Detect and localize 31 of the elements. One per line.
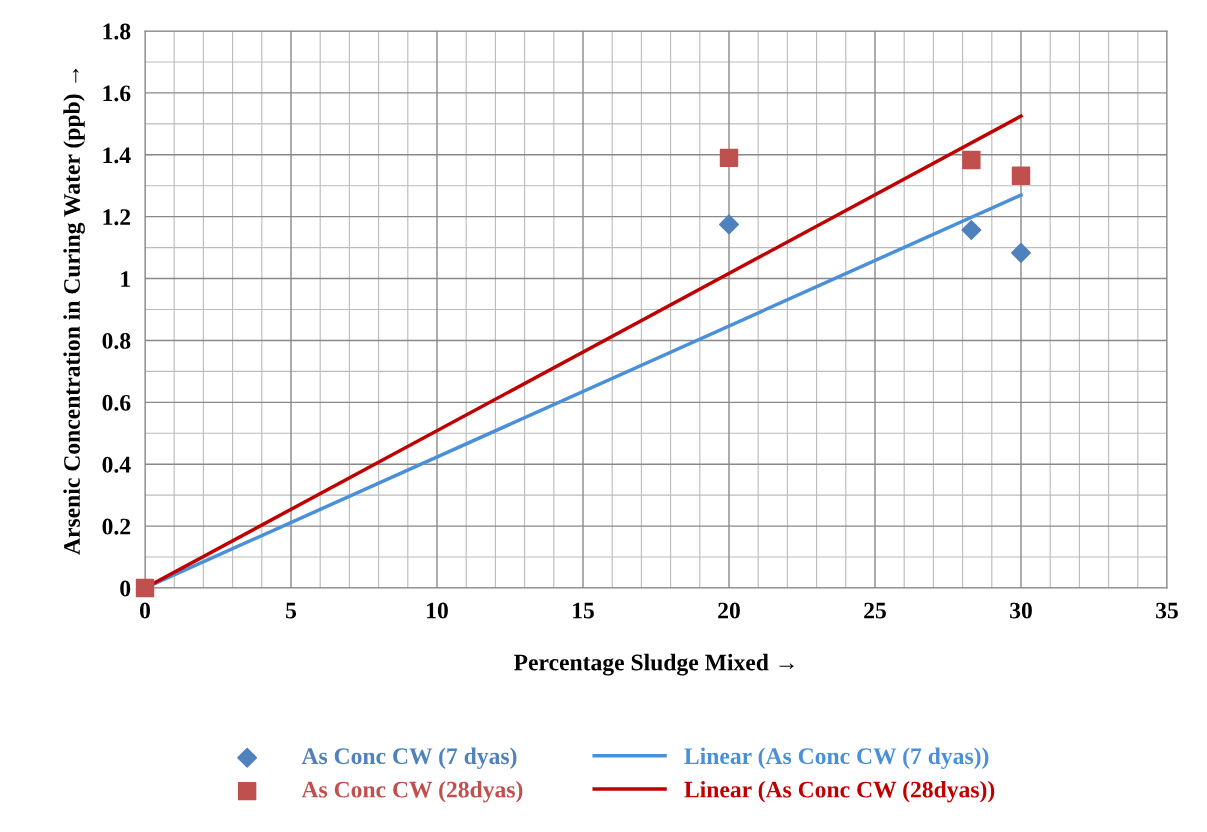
y-axis-title: Arsenic Concentration in Curing Water (ppb) → xyxy=(63,68,85,555)
y-tick-label: 1.8 xyxy=(103,23,131,40)
legend-label: Linear (As Conc CW (28dyas)) xyxy=(684,780,995,803)
y-tick-label: 0 xyxy=(120,580,131,597)
x-axis-title: Percentage Sludge Mixed → xyxy=(513,653,794,676)
x-tick-label: 0 xyxy=(140,602,150,619)
point xyxy=(718,214,740,235)
point xyxy=(719,148,739,168)
y-tick-label: 1.4 xyxy=(103,147,131,164)
x-tick-label: 15 xyxy=(573,602,594,619)
x-tick-label: 20 xyxy=(718,602,740,619)
y-tick-label: 0.4 xyxy=(102,456,131,473)
point xyxy=(1010,242,1032,263)
y-tick-label: 1.2 xyxy=(103,209,131,226)
point xyxy=(962,150,981,170)
x-tick-label: 10 xyxy=(427,602,448,619)
legend-label: As Conc CW (28dyas) xyxy=(301,780,523,803)
point xyxy=(135,578,155,598)
y-tick-label: 1 xyxy=(121,271,130,287)
legend-label: As Conc CW (7 dyas) xyxy=(301,747,517,769)
y-tick-label: 0.6 xyxy=(102,394,131,411)
x-tick-label: 25 xyxy=(864,602,886,619)
point xyxy=(961,219,982,240)
point xyxy=(1011,166,1031,186)
y-tick-label: 0.2 xyxy=(102,518,131,535)
y-tick-label: 1.6 xyxy=(103,85,131,102)
y-tick-label: 0.8 xyxy=(102,332,131,349)
x-tick-label: 5 xyxy=(286,602,297,619)
x-tick-label: 35 xyxy=(1156,602,1178,619)
x-tick-label: 30 xyxy=(1010,602,1032,619)
legend-label: Linear (As Conc CW (7 dyas)) xyxy=(684,747,989,769)
